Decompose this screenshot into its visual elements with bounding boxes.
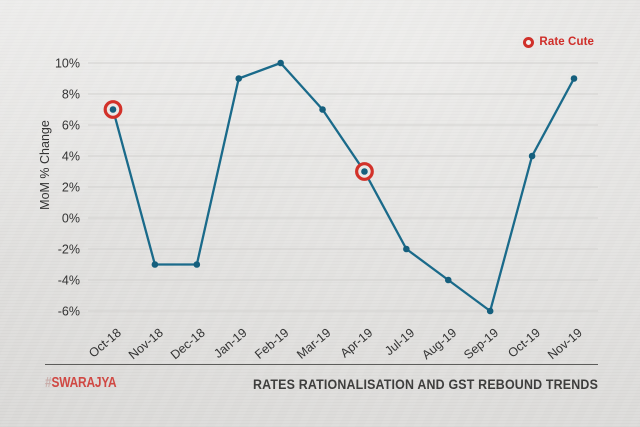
x-tick-label: Jul-19 [382, 326, 417, 359]
data-point-marker [277, 59, 284, 67]
x-tick-label: Feb-19 [252, 326, 291, 362]
watermark: #SWARAJYA [45, 375, 117, 391]
x-tick-label: Apr-19 [338, 326, 376, 361]
x-tick-label: Nov-19 [545, 326, 585, 363]
data-point-marker [361, 168, 368, 175]
data-point-marker [193, 261, 201, 268]
data-point-marker [444, 276, 452, 284]
x-tick-label: Dec-18 [168, 326, 208, 363]
data-point-marker [235, 75, 243, 82]
x-tick-label: Sep-19 [461, 326, 501, 363]
y-tick-label: 10% [55, 57, 80, 71]
y-tick-label: 8% [62, 88, 80, 102]
chart-title: RATES RATIONALISATION AND GST REBOUND TR… [252, 377, 598, 392]
x-tick-label: Mar-19 [294, 326, 333, 362]
legend: Rate Cute [523, 36, 594, 48]
y-tick-label: 6% [62, 119, 80, 133]
y-tick-label: -4% [58, 274, 80, 288]
x-tick-label: Nov-18 [126, 326, 166, 363]
y-tick-label: 0% [62, 212, 80, 226]
rate-cut-donut-icon [523, 36, 535, 48]
x-tick-label: Oct-18 [86, 326, 124, 361]
legend-label: Rate Cute [539, 36, 594, 48]
x-tick-label: Jan-19 [211, 326, 249, 361]
x-tick-label: Aug-19 [419, 326, 459, 363]
y-tick-label: -6% [58, 305, 80, 319]
watermark-hash: # [45, 375, 52, 391]
y-tick-label: -2% [58, 243, 80, 257]
data-point-marker [319, 106, 326, 113]
data-point-marker [570, 75, 578, 82]
data-point-marker [151, 261, 159, 268]
x-tick-label: Oct-19 [505, 326, 543, 361]
series-line [111, 61, 576, 313]
footer-divider [45, 364, 598, 365]
y-axis-title: MoM % Change [38, 120, 52, 210]
y-tick-label: 4% [62, 150, 80, 164]
data-point-marker [486, 307, 494, 315]
data-point-marker [109, 106, 117, 113]
data-point-marker [528, 152, 536, 160]
data-point-marker [403, 245, 410, 253]
y-tick-label: 2% [62, 181, 80, 195]
watermark-name: SWARAJYA [51, 375, 117, 391]
